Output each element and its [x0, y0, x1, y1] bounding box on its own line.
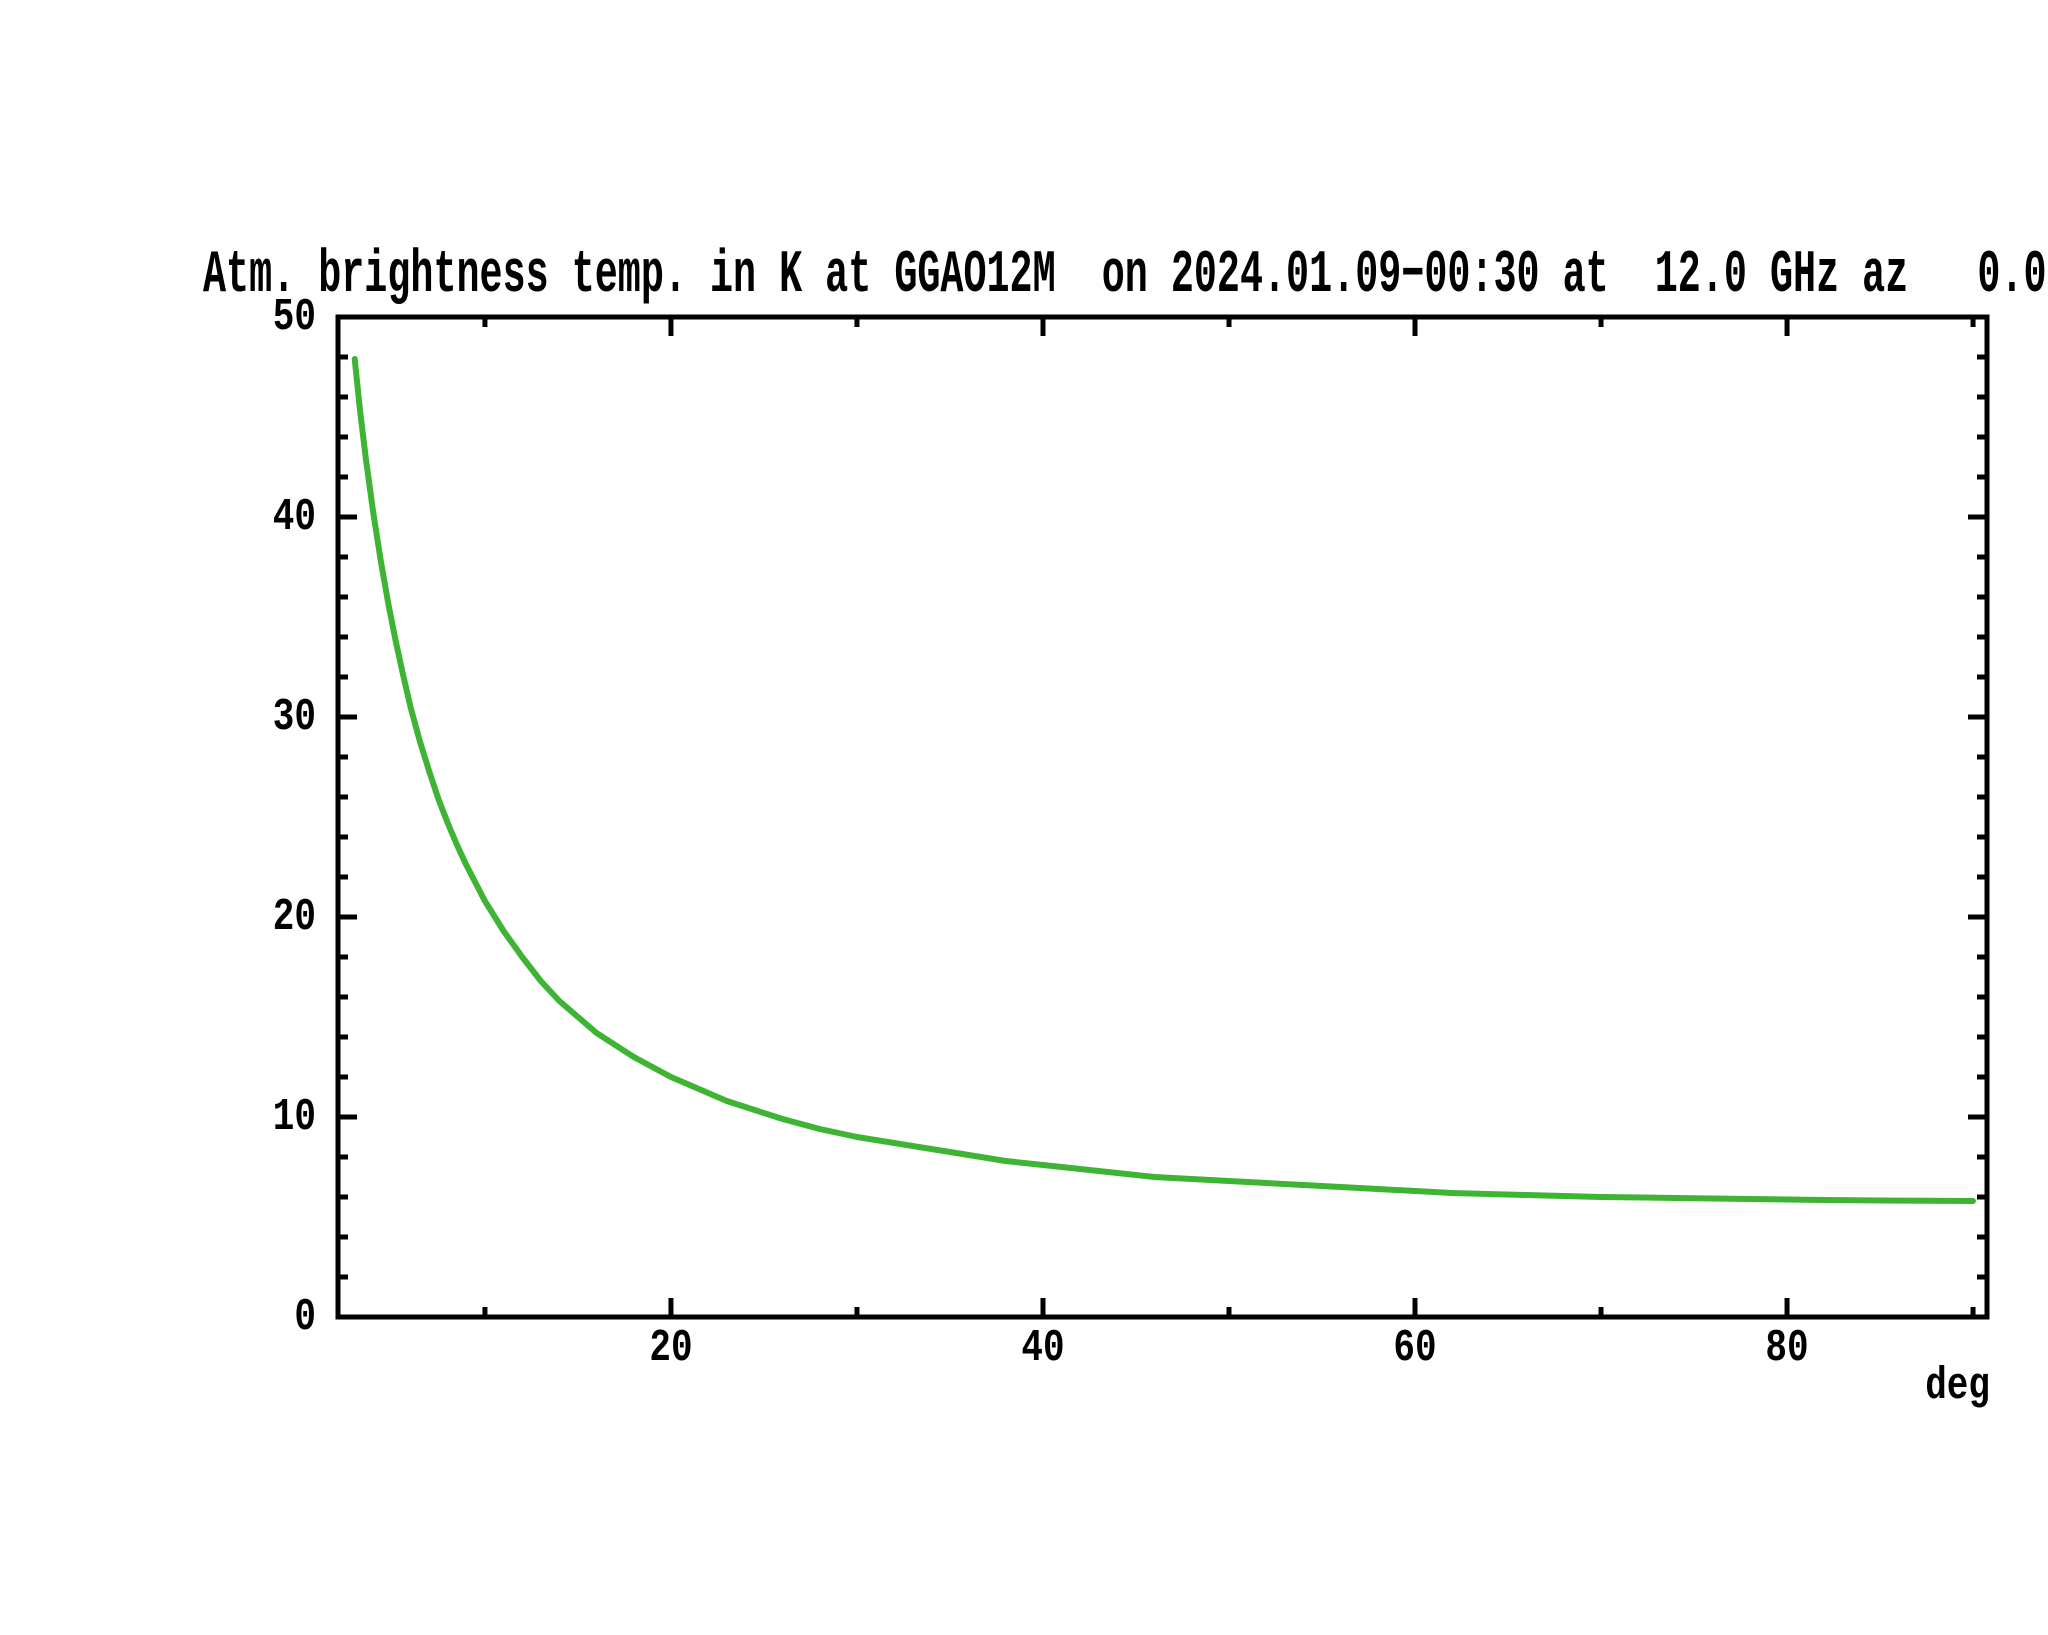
- y-tick-label: 0: [294, 1291, 316, 1343]
- x-tick-label: 20: [649, 1323, 693, 1374]
- y-tick-label: 10: [272, 1091, 316, 1143]
- chart-title: Atm. brightness temp. in K at GGAO12M on…: [203, 242, 2047, 310]
- x-axis-unit-label: deg: [1925, 1361, 1990, 1412]
- x-tick-label: 40: [1021, 1323, 1065, 1374]
- x-tick-label: 60: [1393, 1323, 1437, 1374]
- plot-frame: [335, 314, 1990, 1320]
- x-tick-label: 80: [1765, 1323, 1809, 1374]
- temperature-curve: [351, 356, 1976, 1204]
- y-tick-label: 30: [272, 691, 316, 743]
- y-tick-label: 20: [272, 891, 316, 943]
- y-tick-label: 40: [272, 491, 316, 543]
- y-tick-label: 50: [272, 291, 316, 343]
